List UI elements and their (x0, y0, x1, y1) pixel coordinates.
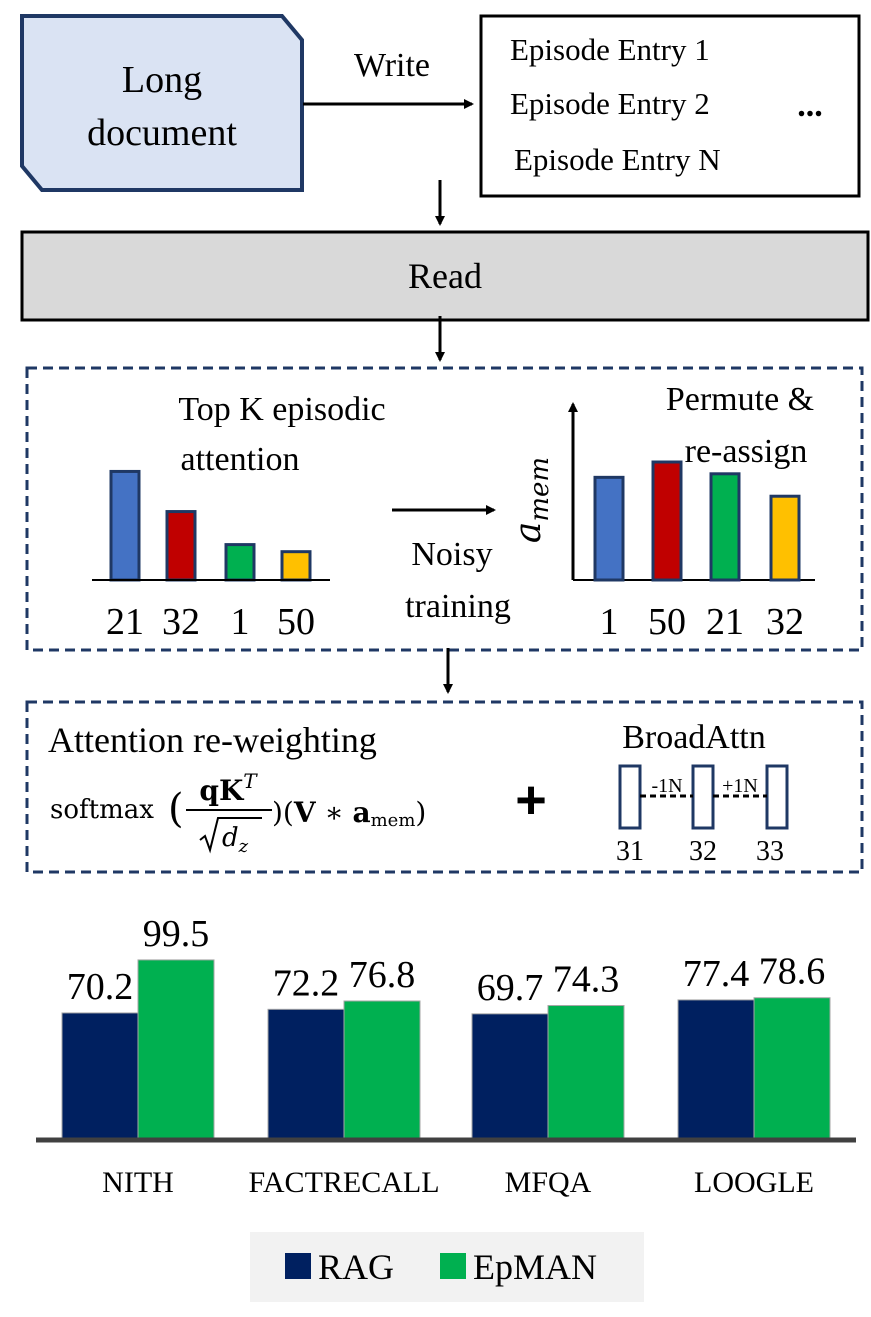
legend-label-epman: EpMAN (473, 1247, 597, 1287)
broadattn-label-32: 32 (689, 836, 717, 867)
broadattn-label-33: 33 (756, 836, 784, 867)
top-k-title-line1: Top K episodic (178, 391, 385, 428)
bar-rag-factrecall (267, 1008, 345, 1141)
top-k-bar-label-1: 1 (231, 601, 250, 643)
broadattn-token-33 (765, 764, 789, 830)
top-k-bar-label-21: 21 (106, 601, 144, 643)
episodic-attention-panel: Top K episodic attention 21 32 1 50 Noisy t… (25, 366, 864, 652)
write-label: Write (354, 47, 430, 84)
top-k-title-line2: attention (181, 441, 300, 478)
formula-denominator: dz (222, 823, 249, 857)
a-mem-axis-label: amem (508, 457, 555, 543)
formula-value-term: )(V ∗ amem) (272, 796, 426, 831)
softmax-formula: softmax ( qKT dz )(V ∗ amem) (50, 769, 426, 857)
reweighting-title: Attention re-weighting (48, 720, 377, 760)
value-label-rag-nith: 70.2 (67, 966, 134, 1008)
top-k-bar-50 (280, 550, 312, 582)
results-bar-chart: 70.299.5 NITH 72.2 76.8 FACTRECALL 69.7 74.3 MF… (61, 913, 831, 1199)
bar-rag-loogle (677, 999, 755, 1141)
broadattn-token-31 (618, 764, 642, 830)
formula-open-paren: ( (168, 786, 184, 832)
value-label-epman-nith: 99.5 (143, 913, 210, 955)
bar-epman-nith (137, 959, 215, 1141)
category-label-factrecall: FACTRECALL (248, 1166, 439, 1199)
episode-ellipsis: ... (797, 87, 823, 124)
reweighting-panel: Attention re-weighting softmax ( qKT dz … (25, 700, 864, 874)
episode-entry-2: Episode Entry 2 (510, 86, 710, 121)
value-label-rag-mfqa: 69.7 (477, 967, 544, 1009)
bar-epman-mfqa (547, 1005, 625, 1141)
long-document-line2: document (87, 112, 237, 154)
read-label: Read (408, 256, 482, 296)
category-label-loogle: LOOGLE (694, 1166, 814, 1199)
value-label-epman-loogle: 78.6 (759, 951, 826, 993)
formula-numerator: qKT (199, 769, 258, 807)
top-k-bar-1 (224, 543, 256, 582)
episode-entry-1: Episode Entry 1 (510, 32, 710, 67)
category-label-nith: NITH (102, 1166, 174, 1199)
legend-label-rag: RAG (318, 1247, 394, 1287)
read-box: Read (20, 230, 870, 322)
top-k-bar-32 (165, 510, 197, 582)
permuted-bar-label-21: 21 (706, 601, 744, 643)
permuted-bar-label-50: 50 (648, 601, 686, 643)
formula-sqrt-sign (199, 817, 262, 854)
permuted-bar-chart: 1 50 21 32 (593, 460, 804, 643)
permuted-bar-label-1: 1 (600, 601, 619, 643)
bar-epman-loogle (753, 997, 831, 1141)
results-legend: RAG EpMAN (250, 1232, 644, 1302)
permute-title-line1: Permute & (666, 381, 814, 418)
softmax-fn: softmax (50, 795, 154, 825)
permute-title-line2: re-assign (685, 433, 808, 470)
broadattn-label-31: 31 (616, 836, 644, 867)
write-arrow: Write (303, 47, 474, 109)
noisy-label: Noisy (411, 536, 492, 573)
category-label-mfqa: MFQA (505, 1166, 592, 1199)
permuted-bar-32 (769, 494, 801, 582)
value-label-epman-mfqa: 74.3 (553, 959, 620, 1001)
top-k-bar-label-32: 32 (162, 601, 200, 643)
top-k-bar-chart: 21 32 1 50 (106, 469, 315, 643)
legend-swatch-rag (285, 1253, 311, 1279)
value-label-rag-factrecall: 72.2 (273, 962, 340, 1004)
top-k-bar-21 (109, 469, 141, 582)
broadattn-link-minus: -1N (651, 775, 682, 797)
permuted-bar-1 (593, 475, 625, 582)
episode-entry-n: Episode Entry N (514, 142, 721, 177)
broadattn-link-plus: +1N (722, 775, 758, 797)
bar-rag-mfqa (471, 1013, 549, 1141)
value-label-rag-loogle: 77.4 (683, 953, 750, 995)
permuted-bar-50 (651, 460, 683, 582)
value-label-epman-factrecall: 76.8 (349, 954, 416, 996)
permuted-bar-label-32: 32 (766, 601, 804, 643)
bar-rag-nith (61, 1012, 139, 1141)
broadattn-diagram: -1N +1N 31 32 33 (616, 764, 789, 867)
legend-swatch-epman (440, 1253, 466, 1279)
long-document-line1: Long (122, 59, 202, 101)
broadattn-token-32 (691, 764, 715, 830)
bar-epman-factrecall (343, 1000, 421, 1141)
plus-sign: + (515, 770, 547, 830)
broadattn-title: BroadAttn (622, 719, 766, 756)
top-k-bar-label-50: 50 (277, 601, 315, 643)
episode-entries-box: Episode Entry 1 Episode Entry 2 ... Epis… (479, 14, 861, 198)
permuted-bar-21 (709, 472, 741, 582)
long-document-box: Long document (20, 14, 304, 192)
training-label: training (405, 588, 511, 625)
